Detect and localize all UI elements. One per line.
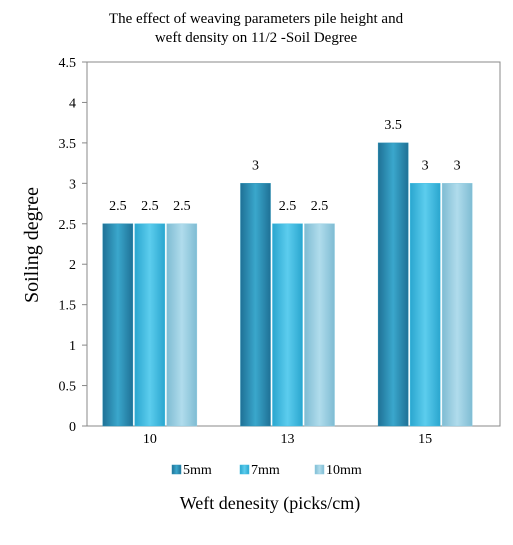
legend-label-10mm: 10mm xyxy=(326,463,362,478)
y-tick-label-0: 0 xyxy=(69,420,76,435)
x-tick-label-0: 10 xyxy=(143,432,157,447)
bar-10mm-10 xyxy=(166,223,198,427)
data-label-10mm-10: 2.5 xyxy=(173,199,191,214)
bar-5mm-15 xyxy=(377,142,409,427)
bar-7mm-15 xyxy=(409,183,441,427)
data-label-5mm-10: 2.5 xyxy=(109,199,127,214)
data-labels: 2.5 2.5 2.5 3 2.5 2.5 3.5 3 3 xyxy=(109,118,461,214)
bar-5mm-13 xyxy=(240,183,271,427)
data-label-7mm-13: 2.5 xyxy=(279,199,297,214)
x-axis-label: Weft denesity (picks/cm) xyxy=(180,493,361,514)
data-label-10mm-15: 3 xyxy=(454,158,461,173)
legend-label-7mm: 7mm xyxy=(251,463,280,478)
bar-10mm-15 xyxy=(441,183,473,427)
bar-7mm-13 xyxy=(272,223,303,427)
bar-5mm-10 xyxy=(102,223,134,427)
data-label-10mm-13: 2.5 xyxy=(311,199,329,214)
bars xyxy=(102,142,473,427)
legend-swatch-5mm xyxy=(171,464,182,475)
y-tick-labels: 0 0.5 1 1.5 2 2.5 3 3.5 4 4.5 xyxy=(59,56,77,435)
data-label-5mm-13: 3 xyxy=(252,158,259,173)
legend-swatch-10mm xyxy=(314,464,325,475)
x-tick-labels: 10 13 15 xyxy=(143,432,432,447)
data-label-7mm-15: 3 xyxy=(422,158,429,173)
legend-swatch-7mm xyxy=(239,464,250,475)
y-tick-label-8: 4 xyxy=(69,96,76,111)
data-label-5mm-15: 3.5 xyxy=(384,118,402,133)
y-tick-label-5: 2.5 xyxy=(59,218,77,233)
y-tick-label-4: 2 xyxy=(69,258,76,273)
y-tick-label-1: 0.5 xyxy=(59,380,77,395)
x-tick-label-2: 15 xyxy=(418,432,432,447)
y-tick-label-7: 3.5 xyxy=(59,137,77,152)
chart-title-line-1: The effect of weaving parameters pile he… xyxy=(109,11,404,27)
y-axis-label: Soiling degree xyxy=(21,187,43,303)
y-tick-label-3: 1.5 xyxy=(59,299,77,314)
x-tick-label-1: 13 xyxy=(281,432,295,447)
bar-10mm-13 xyxy=(304,223,335,427)
bar-7mm-10 xyxy=(134,223,166,427)
legend: 5mm 7mm 10mm xyxy=(171,463,362,478)
data-label-7mm-10: 2.5 xyxy=(141,199,159,214)
y-tick-label-9: 4.5 xyxy=(59,56,77,71)
y-tick-label-6: 3 xyxy=(69,177,76,192)
y-tick-label-2: 1 xyxy=(69,339,76,354)
legend-label-5mm: 5mm xyxy=(183,463,212,478)
chart-title-line-2: weft density on 11/2 -Soil Degree xyxy=(155,30,358,46)
